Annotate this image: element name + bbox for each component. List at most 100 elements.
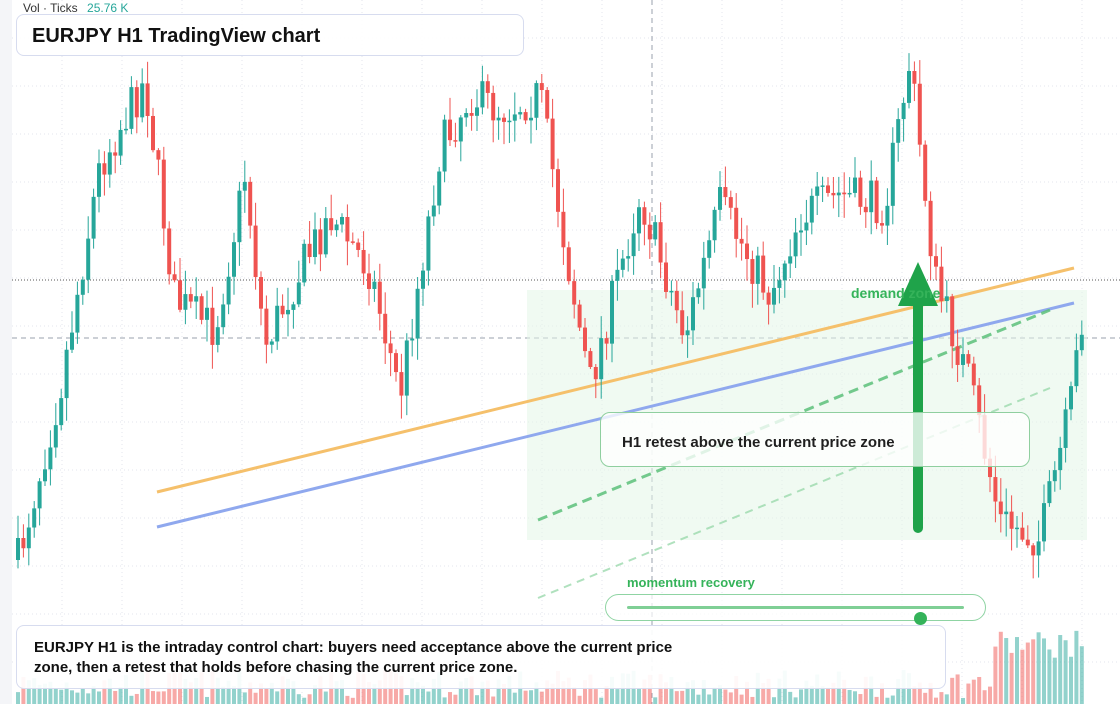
candle-body <box>950 296 955 347</box>
volume-bar <box>221 686 226 704</box>
candle-body <box>863 206 868 213</box>
candle-body <box>161 159 166 229</box>
candle-body <box>723 187 728 198</box>
volume-bar <box>761 683 766 704</box>
volume-bar <box>485 680 490 704</box>
volume-bar <box>1015 637 1019 704</box>
volume-bar <box>1031 639 1036 704</box>
volume-bar <box>183 678 188 704</box>
candle-body <box>1063 409 1068 448</box>
volume-bar <box>523 690 528 704</box>
candle-body <box>16 538 20 560</box>
volume-bar <box>1036 632 1041 704</box>
candle-body <box>188 294 193 302</box>
candle-body <box>226 276 231 305</box>
candle-body <box>242 181 247 191</box>
candle-body <box>804 222 809 231</box>
candle-body <box>977 385 982 416</box>
volume-bar <box>777 678 782 704</box>
volume-bar <box>988 686 992 704</box>
candle-body <box>1009 511 1014 529</box>
candle-body <box>264 308 269 345</box>
candle-body <box>275 305 280 342</box>
candle-body <box>59 398 64 426</box>
candle-body <box>340 217 344 225</box>
volume-bar <box>712 687 717 704</box>
candle-body <box>680 310 685 336</box>
candle-body <box>1042 503 1046 542</box>
volume-bar <box>248 682 253 704</box>
candle-body <box>696 288 701 298</box>
candle-body <box>172 274 177 281</box>
volume-bar <box>118 687 123 704</box>
volume-bar <box>826 687 830 704</box>
volume-bar <box>512 692 517 704</box>
candle-body <box>626 256 631 259</box>
volume-bar <box>469 676 474 704</box>
volume-bar <box>86 693 91 704</box>
candle-body <box>896 119 901 143</box>
volume-bar <box>318 676 323 704</box>
volume-bar <box>561 681 566 704</box>
candle-body <box>167 228 172 275</box>
volume-bar <box>1004 638 1009 704</box>
volume-bar <box>275 691 280 704</box>
candle-body <box>383 313 388 344</box>
volume-bar <box>134 693 139 704</box>
volume-bar <box>858 694 863 704</box>
volume-bar <box>701 679 706 704</box>
volume-bar <box>550 683 555 704</box>
volume-bar <box>664 682 668 704</box>
candle-body <box>215 327 220 345</box>
volume-bar <box>16 692 20 704</box>
candle-body <box>91 196 96 239</box>
retest-callout: H1 retest above the current price zone <box>600 412 1030 467</box>
candle-body <box>302 243 307 283</box>
candle-body <box>707 240 712 258</box>
volume-bar <box>750 696 755 704</box>
candle-body <box>102 163 107 175</box>
volume-bar <box>939 692 944 704</box>
candle-body <box>577 304 582 328</box>
candle-body <box>377 281 382 314</box>
candle-body <box>539 83 544 91</box>
candle-body <box>901 102 906 120</box>
volume-bar <box>842 679 847 704</box>
candle-body <box>734 207 739 239</box>
volume-bar <box>53 688 58 704</box>
candle-body <box>464 113 469 118</box>
candle-body <box>858 177 863 207</box>
candle-body <box>847 192 852 195</box>
volume-bar <box>847 689 852 704</box>
momentum-slider-knob[interactable] <box>914 612 928 625</box>
volume-bar <box>820 686 825 704</box>
candle-body <box>53 425 58 448</box>
candle-body <box>691 297 695 331</box>
candle-body <box>43 469 47 482</box>
volume-bar <box>399 675 404 704</box>
momentum-slider-track[interactable] <box>627 606 964 625</box>
momentum-slider[interactable] <box>605 594 986 625</box>
volume-bar <box>75 692 80 704</box>
volume-bar <box>37 684 42 704</box>
candle-body <box>561 211 566 248</box>
candle-body <box>701 257 706 289</box>
candle-body <box>431 205 436 217</box>
candle-body <box>367 273 371 289</box>
candle-body <box>718 187 722 210</box>
volume-bar <box>410 678 415 704</box>
volume-bar <box>367 681 371 704</box>
volume-bar <box>707 694 712 704</box>
candle-body <box>1069 386 1073 410</box>
candle-body <box>966 354 971 364</box>
volume-bar <box>70 690 74 704</box>
volume-bar <box>507 675 512 704</box>
candle-body <box>21 538 26 549</box>
candle-body <box>620 258 625 270</box>
candle-body <box>1047 481 1052 504</box>
volume-bar <box>917 682 922 704</box>
volume-bar <box>242 692 247 704</box>
candle-body <box>971 363 976 386</box>
candle-body <box>826 185 830 193</box>
